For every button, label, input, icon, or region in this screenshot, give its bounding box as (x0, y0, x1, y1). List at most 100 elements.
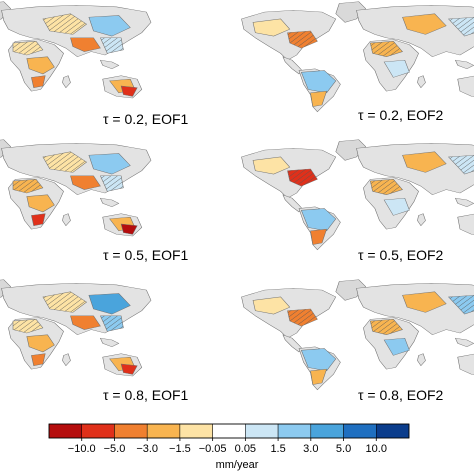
colorbar-segment (212, 423, 246, 439)
continent-madagascar (417, 75, 426, 89)
significance-hatch (287, 168, 318, 187)
basin-region (70, 37, 101, 52)
colorbar-segment (81, 423, 115, 439)
basin-region (300, 70, 337, 94)
significance-hatch (448, 17, 474, 37)
continent-madagascar (417, 353, 426, 367)
continent-islands (99, 197, 120, 208)
panel-label-tau02-eof1: τ = 0.2, EOF1 (103, 111, 189, 127)
basin-region (383, 337, 410, 356)
colorbar-segment (376, 423, 410, 439)
continent-greenland (335, 139, 367, 161)
significance-hatch (12, 319, 43, 334)
basin-region (88, 153, 131, 175)
colorbar-segment (310, 423, 344, 439)
basin-region (26, 194, 55, 213)
significance-hatch (287, 30, 318, 49)
basin-region (252, 18, 291, 37)
continent-madagascar (417, 213, 426, 227)
colorbar-segment (277, 423, 312, 439)
panel-label-tau08-eof2: τ = 0.8, EOF2 (358, 387, 444, 403)
basin-region (402, 13, 447, 35)
basin-region (383, 59, 410, 78)
colorbar-segment (245, 423, 279, 439)
basin-region (31, 75, 46, 88)
colorbar-tick-label: −0.05 (199, 443, 227, 455)
colorbar-tick-label: −3.0 (136, 443, 158, 455)
continent-islands (454, 59, 474, 70)
basin-region (120, 363, 138, 375)
panel-label-tau08-eof1: τ = 0.8, EOF1 (103, 387, 189, 403)
significance-hatch (42, 13, 87, 35)
map-panel-2-1 (241, 279, 474, 391)
significance-hatch (448, 295, 474, 315)
panel-label-tau05-eof1: τ = 0.5, EOF1 (103, 247, 189, 263)
continent-greenland (335, 279, 367, 301)
significance-hatch (42, 291, 87, 313)
basin-region (402, 291, 447, 313)
colorbar-tick-label: −10.0 (68, 443, 96, 455)
basin-region (402, 151, 447, 173)
continent-islands (99, 59, 120, 70)
basin-region (70, 315, 101, 330)
colorbar-tick-label: 5.0 (336, 443, 351, 455)
continent-australia (457, 75, 474, 97)
basin-region (26, 56, 55, 75)
colorbar-tick-label: 0.05 (235, 443, 256, 455)
continent-madagascar (62, 75, 71, 89)
significance-hatch (100, 315, 124, 332)
panel-label-tau05-eof2: τ = 0.5, EOF2 (358, 247, 444, 263)
continent-madagascar (62, 353, 71, 367)
basin-region (120, 223, 138, 235)
colorbar-tick-label: −5.0 (104, 443, 126, 455)
map-panel-0-0 (0, 1, 152, 99)
basin-region (300, 208, 337, 232)
significance-hatch (287, 308, 318, 327)
continent-islands (454, 197, 474, 208)
basin-region (88, 293, 131, 315)
basin-region (70, 175, 101, 190)
colorbar-tick-label: −1.5 (169, 443, 191, 455)
basin-region (31, 353, 46, 366)
map-panel-1-1 (241, 139, 474, 251)
colorbar-segment (114, 423, 148, 439)
panel-label-tau02-eof2: τ = 0.2, EOF2 (358, 107, 444, 123)
basin-region (310, 90, 327, 107)
significance-hatch (370, 41, 403, 57)
significance-hatch (448, 155, 474, 175)
basin-region (26, 334, 55, 353)
map-panel-0-1 (241, 1, 474, 113)
colorbar-segment (179, 423, 213, 439)
colorbar-tick-label: 3.0 (303, 443, 318, 455)
basin-region (120, 85, 138, 97)
colorbar-unit-label: mm/year (215, 459, 259, 471)
colorbar-tick-label: 10.0 (366, 443, 387, 455)
significance-hatch (100, 37, 124, 54)
continent-australia (457, 353, 474, 375)
continent-greenland (335, 1, 367, 23)
basin-region (88, 15, 131, 37)
basin-region (252, 156, 291, 175)
significance-hatch (12, 179, 43, 194)
basin-region (252, 296, 291, 315)
continent-islands (454, 337, 474, 348)
significance-hatch (100, 175, 124, 192)
map-panel-1-0 (0, 139, 152, 237)
colorbar-tick-label: 1.5 (270, 443, 285, 455)
basin-region (300, 348, 337, 372)
significance-hatch (42, 151, 87, 173)
colorbar-segment (48, 423, 82, 439)
continent-australia (457, 213, 474, 235)
continent-islands (99, 337, 120, 348)
significance-hatch (370, 319, 403, 335)
significance-hatch (12, 41, 43, 56)
basin-region (383, 197, 410, 216)
map-panel-2-0 (0, 279, 152, 377)
continent-madagascar (62, 213, 71, 227)
basin-region (31, 213, 46, 226)
colorbar-segment (343, 423, 377, 439)
colorbar-segment (146, 423, 181, 439)
significance-hatch (370, 179, 403, 195)
basin-region (310, 228, 327, 245)
